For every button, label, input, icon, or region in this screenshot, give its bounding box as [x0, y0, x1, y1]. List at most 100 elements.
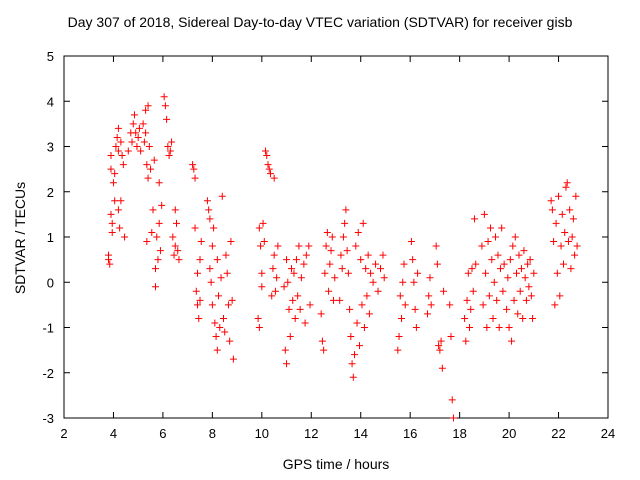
data-point	[559, 260, 567, 268]
data-point	[508, 337, 516, 345]
data-points	[105, 93, 581, 422]
data-point	[519, 314, 527, 322]
data-point	[160, 93, 168, 101]
data-point	[140, 138, 148, 146]
data-point	[489, 314, 497, 322]
data-point	[270, 251, 278, 259]
data-point	[346, 305, 354, 313]
data-point	[132, 129, 140, 137]
data-point	[194, 269, 202, 277]
data-point	[331, 274, 339, 282]
data-point	[414, 269, 422, 277]
data-point	[400, 260, 408, 268]
data-point	[355, 342, 363, 350]
data-point	[500, 260, 508, 268]
data-point	[526, 256, 534, 264]
data-point	[257, 242, 265, 250]
data-point	[561, 228, 569, 236]
data-point	[412, 324, 420, 331]
data-point	[547, 197, 555, 205]
data-point	[472, 260, 480, 268]
data-point	[289, 296, 297, 304]
y-tick-label: -2	[42, 366, 54, 381]
data-point	[143, 161, 151, 169]
data-point	[145, 143, 153, 150]
data-point	[215, 292, 223, 300]
data-point	[566, 206, 574, 214]
data-point	[411, 305, 419, 313]
data-point	[521, 274, 529, 282]
data-point	[510, 296, 518, 304]
data-point	[363, 292, 371, 300]
data-point	[348, 360, 356, 368]
data-point	[337, 251, 345, 259]
data-point	[271, 287, 279, 295]
data-point	[144, 174, 152, 182]
data-point	[436, 346, 444, 354]
data-point	[189, 161, 197, 169]
data-point	[478, 242, 486, 250]
data-point	[191, 224, 199, 232]
data-point	[468, 265, 476, 273]
data-point	[495, 324, 503, 331]
data-point	[114, 124, 122, 132]
data-point	[302, 251, 310, 259]
data-point	[360, 324, 368, 331]
data-point	[463, 296, 471, 304]
data-point	[369, 278, 377, 286]
data-point	[213, 256, 221, 264]
data-point	[372, 260, 380, 268]
data-point	[223, 269, 231, 277]
data-point	[552, 219, 560, 227]
y-tick-label: -1	[42, 321, 54, 336]
data-point	[352, 242, 360, 250]
data-point	[142, 129, 150, 137]
data-point	[260, 238, 268, 246]
y-tick-label: 0	[47, 275, 54, 290]
data-point	[520, 247, 528, 255]
data-point	[347, 333, 355, 341]
data-point	[407, 238, 415, 246]
data-point	[374, 287, 382, 295]
data-point	[148, 228, 156, 236]
data-point	[294, 292, 302, 300]
data-point	[291, 314, 299, 322]
data-point	[158, 201, 166, 209]
data-point	[228, 296, 236, 304]
data-point	[396, 292, 404, 300]
data-point	[292, 256, 300, 264]
data-point	[517, 265, 525, 273]
x-tick-label: 16	[403, 426, 417, 441]
data-point	[149, 206, 157, 214]
data-point	[511, 233, 519, 241]
data-point	[163, 115, 171, 123]
x-tick-label: 22	[551, 426, 565, 441]
data-point	[175, 256, 183, 264]
data-point	[106, 260, 114, 268]
data-point	[514, 310, 522, 318]
data-point	[553, 269, 561, 277]
data-point	[343, 247, 351, 255]
data-point	[557, 242, 565, 250]
data-point	[513, 269, 521, 277]
data-point	[268, 292, 276, 300]
data-point	[571, 251, 579, 259]
data-point	[367, 269, 375, 277]
data-point	[151, 265, 159, 273]
data-point	[144, 102, 152, 110]
data-point	[164, 143, 172, 150]
data-point	[339, 233, 347, 241]
data-point	[300, 260, 308, 268]
data-point	[155, 179, 163, 187]
data-point	[401, 301, 409, 309]
data-point	[264, 161, 272, 169]
data-point	[255, 224, 263, 232]
y-tick-label: 1	[47, 230, 54, 245]
data-point	[286, 333, 294, 341]
data-point	[567, 265, 575, 273]
data-point	[306, 301, 314, 309]
data-point	[206, 265, 214, 273]
data-point	[155, 219, 163, 227]
data-point	[161, 102, 169, 110]
data-point	[259, 219, 267, 227]
